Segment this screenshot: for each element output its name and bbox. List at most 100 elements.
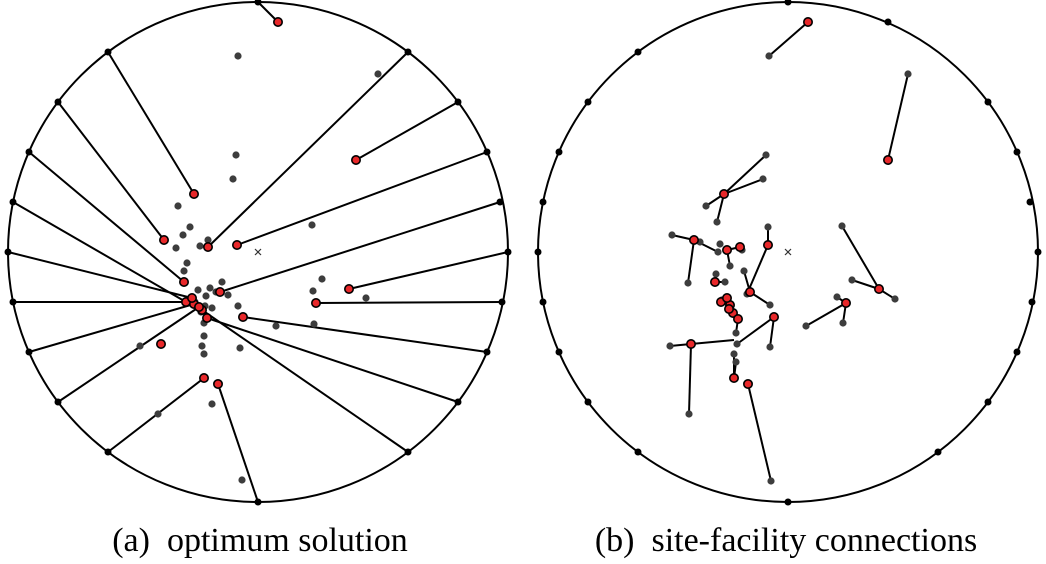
facility-point — [762, 240, 773, 251]
site-point — [891, 295, 899, 303]
facility-point — [189, 189, 200, 200]
site-point — [198, 342, 206, 350]
facility-point — [238, 311, 249, 322]
boundary-point — [1028, 298, 1036, 306]
facility-point — [744, 286, 755, 297]
site-point — [740, 267, 748, 275]
boundary-point — [404, 48, 412, 56]
boundary-point — [254, 498, 262, 506]
connection-edge — [7, 251, 193, 299]
connection-edge — [355, 101, 459, 161]
boundary-point — [884, 18, 892, 26]
site-point — [208, 304, 216, 312]
site-point — [759, 175, 767, 183]
site-point — [224, 291, 232, 299]
panel-b-site-facility-connections — [534, 0, 1042, 506]
site-point — [685, 410, 693, 418]
facility-point — [718, 189, 729, 200]
connection-edge — [736, 316, 775, 345]
facility-point — [272, 16, 283, 27]
boundary-point — [104, 48, 112, 56]
site-point — [713, 218, 721, 226]
site-point — [833, 293, 841, 301]
facility-point — [213, 378, 224, 389]
site-point — [318, 275, 326, 283]
facility-point — [723, 303, 734, 314]
site-point — [904, 70, 912, 78]
site-point — [308, 221, 316, 229]
site-point — [730, 350, 738, 358]
site-point — [194, 286, 202, 294]
boundary-point — [9, 298, 17, 306]
facility-point — [194, 301, 205, 312]
connection-edge — [217, 383, 259, 503]
facility-point — [187, 292, 198, 303]
boundary-point — [584, 98, 592, 106]
site-point — [229, 175, 237, 183]
connection-edge — [201, 309, 409, 453]
connection-edge — [887, 73, 909, 161]
site-point — [848, 276, 856, 284]
boundary-point — [555, 148, 563, 156]
site-point — [200, 332, 208, 340]
connection-edge — [348, 251, 509, 290]
boundary-point — [404, 448, 412, 456]
site-point — [733, 340, 741, 348]
boundary-point — [25, 348, 33, 356]
facility-point — [156, 338, 167, 349]
connection-edge — [769, 316, 775, 348]
x-marker-icon — [784, 248, 792, 256]
connection-edge — [768, 21, 809, 57]
facility-point — [768, 311, 779, 322]
site-point — [234, 52, 242, 60]
connection-edge — [28, 303, 195, 353]
site-point — [186, 223, 194, 231]
connection-edge — [687, 239, 695, 284]
site-point — [839, 319, 847, 327]
site-point — [712, 270, 720, 278]
site-point — [206, 284, 214, 292]
boundary-point — [634, 448, 642, 456]
connection-edge — [315, 301, 503, 304]
site-point — [200, 350, 208, 358]
site-point — [236, 344, 244, 352]
boundary-point — [539, 298, 547, 306]
site-point — [309, 287, 317, 295]
connection-edge — [28, 151, 185, 283]
facility-point — [199, 372, 210, 383]
site-point — [684, 279, 692, 287]
connection-edge — [219, 201, 501, 293]
site-point — [196, 242, 204, 250]
site-point — [218, 278, 226, 286]
connection-edge — [12, 201, 187, 303]
connection-edge — [242, 316, 488, 353]
boundary-point — [1013, 348, 1021, 356]
boundary-point — [784, 498, 792, 506]
facility-point — [840, 297, 851, 308]
facility-point — [709, 276, 720, 287]
connection-edge — [841, 225, 880, 290]
site-point — [180, 267, 188, 275]
site-point — [238, 476, 246, 484]
site-point — [762, 151, 770, 159]
facility-point — [202, 312, 213, 323]
facility-point — [232, 240, 243, 251]
boundary-point — [784, 0, 792, 6]
site-point — [668, 231, 676, 239]
site-point — [174, 202, 182, 210]
boundary-point — [1034, 248, 1042, 256]
site-point — [767, 477, 775, 485]
site-point — [310, 320, 318, 328]
boundary-point — [584, 398, 592, 406]
site-point — [702, 202, 710, 210]
site-point — [766, 301, 774, 309]
boundary-point — [9, 198, 17, 206]
site-point — [838, 222, 846, 230]
connection-edge — [805, 302, 847, 327]
site-point — [716, 240, 724, 248]
site-point — [272, 322, 280, 330]
connection-edge — [57, 306, 200, 403]
site-point — [183, 259, 191, 267]
boundary-point — [454, 398, 462, 406]
